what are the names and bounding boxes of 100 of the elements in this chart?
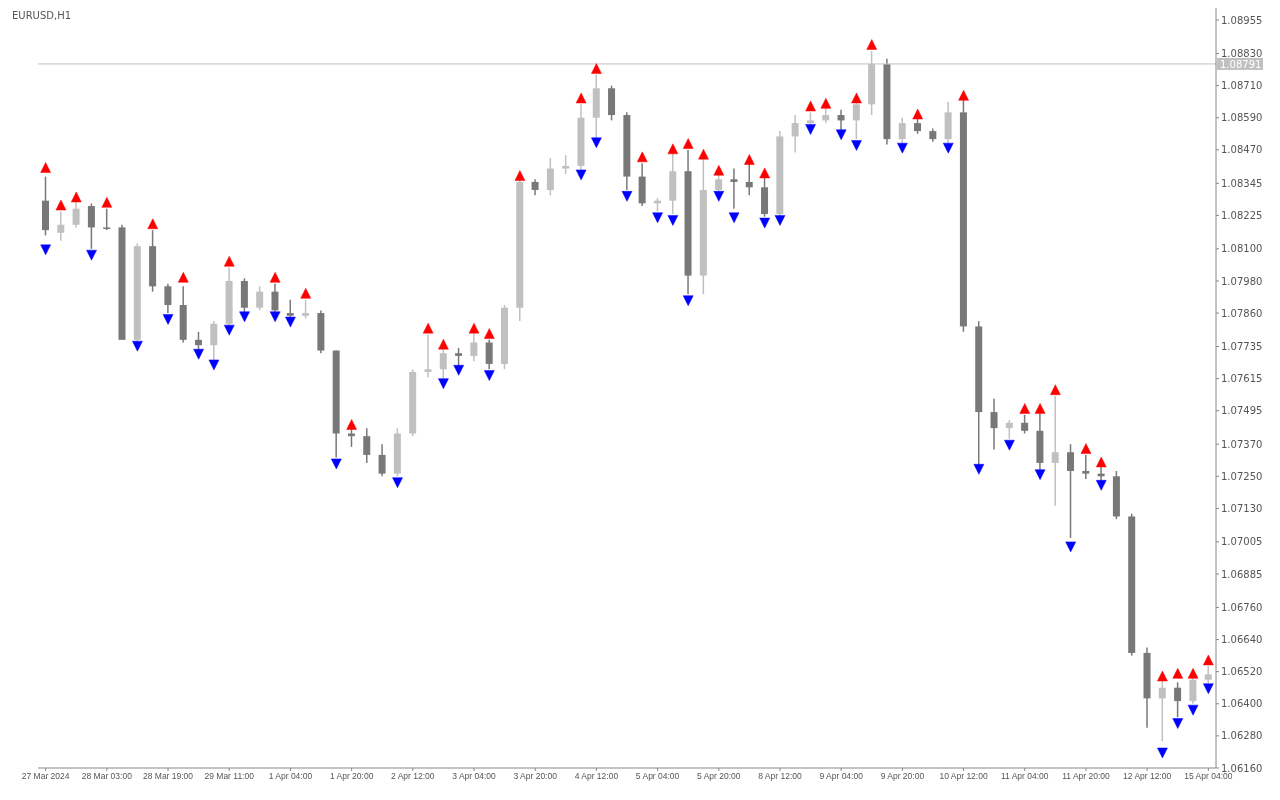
x-tick-label: 1 Apr 04:00	[268, 771, 313, 782]
candlestick	[791, 114, 799, 154]
y-tick-label: 1.08470	[1221, 144, 1263, 156]
point	[805, 100, 816, 112]
point	[514, 170, 526, 181]
point	[575, 169, 587, 181]
y-tick-label: 1.08100	[1221, 243, 1263, 255]
x-tick-label: 4 Apr 12:00	[574, 771, 619, 782]
point	[468, 322, 480, 334]
y-tick-label: 1.06280	[1221, 730, 1263, 742]
point	[1080, 443, 1092, 454]
point	[162, 314, 174, 325]
x-tick-label: 2 Apr 12:00	[391, 771, 435, 782]
point	[331, 458, 342, 470]
point	[897, 142, 908, 154]
point	[943, 142, 954, 154]
candlestick	[87, 202, 95, 250]
point	[1172, 668, 1183, 679]
candlestick	[1021, 414, 1029, 435]
y-tick-label: 1.07130	[1221, 502, 1263, 514]
point	[667, 215, 679, 226]
point	[269, 311, 281, 322]
point	[71, 191, 82, 203]
x-tick-label: 5 Apr 20:00	[697, 771, 741, 782]
y-tick-label: 1.07370	[1221, 438, 1263, 450]
x-tick-label: 12 Apr 12:00	[1123, 771, 1172, 782]
point	[101, 197, 113, 208]
point	[1019, 403, 1031, 414]
point	[438, 378, 449, 389]
point	[713, 164, 725, 176]
point	[285, 316, 296, 328]
x-tick-label: 3 Apr 04:00	[452, 771, 497, 782]
y-tick-label: 1.06520	[1221, 666, 1263, 678]
y-tick-label: 1.06640	[1221, 634, 1263, 646]
y-tick-label: 1.08710	[1221, 80, 1263, 92]
point	[1157, 670, 1168, 682]
point	[208, 359, 220, 371]
point	[759, 217, 770, 229]
candlestick	[1082, 454, 1090, 480]
point	[40, 162, 51, 173]
candlestick	[57, 210, 65, 242]
candlestick	[485, 339, 493, 371]
y-tick-label: 1.07860	[1221, 307, 1263, 319]
point	[453, 365, 464, 376]
point	[744, 154, 755, 165]
x-tick-label: 5 Apr 04:00	[635, 771, 680, 782]
point	[193, 348, 204, 360]
y-tick-label: 1.07615	[1221, 373, 1263, 385]
x-tick-label: 27 Mar 2024	[21, 771, 70, 782]
x-tick-label: 11 Apr 20:00	[1062, 771, 1111, 782]
point	[1065, 541, 1076, 553]
point	[973, 464, 985, 475]
x-tick-label: 10 Apr 12:00	[939, 771, 988, 782]
point	[835, 129, 847, 141]
point	[682, 295, 694, 306]
candlestick	[378, 443, 386, 478]
candlestick	[103, 207, 111, 231]
point	[1203, 654, 1214, 666]
point	[1096, 480, 1107, 491]
y-tick-label: 1.08345	[1221, 177, 1263, 189]
candlestick	[1174, 681, 1182, 718]
candlestick	[730, 167, 738, 210]
point	[591, 63, 602, 74]
point	[682, 138, 694, 149]
point	[713, 191, 725, 202]
point	[1050, 384, 1061, 395]
point	[392, 477, 403, 488]
y-tick-label: 1.06760	[1221, 601, 1263, 613]
y-tick-label: 1.06400	[1221, 698, 1263, 710]
point	[591, 137, 602, 149]
ref-line-label: 1.08791	[1220, 58, 1262, 70]
point	[866, 39, 878, 50]
x-tick-label: 28 Mar 19:00	[142, 771, 194, 782]
point	[269, 272, 281, 283]
x-tick-label: 3 Apr 20:00	[513, 771, 558, 782]
point	[1187, 668, 1199, 679]
point	[805, 124, 816, 135]
point	[1034, 403, 1046, 414]
y-tick-label: 1.07005	[1221, 536, 1263, 548]
candlestick	[1067, 443, 1075, 539]
candlestick	[256, 285, 264, 312]
point	[1203, 683, 1214, 694]
point	[637, 151, 648, 163]
candlestick	[562, 154, 570, 175]
point	[438, 338, 449, 350]
point	[1157, 747, 1168, 759]
y-tick-label: 1.06885	[1221, 568, 1263, 580]
candlestick	[363, 427, 371, 464]
y-tick-label: 1.07495	[1221, 405, 1263, 417]
candlestick	[1051, 395, 1059, 507]
point	[698, 148, 709, 160]
candlestick	[424, 333, 432, 379]
point	[652, 212, 663, 223]
candlestick	[302, 298, 310, 320]
candlestick	[546, 157, 554, 197]
point	[223, 324, 235, 336]
point	[667, 143, 679, 155]
point	[346, 419, 357, 430]
x-tick-label: 9 Apr 20:00	[880, 771, 925, 782]
point	[300, 288, 311, 299]
